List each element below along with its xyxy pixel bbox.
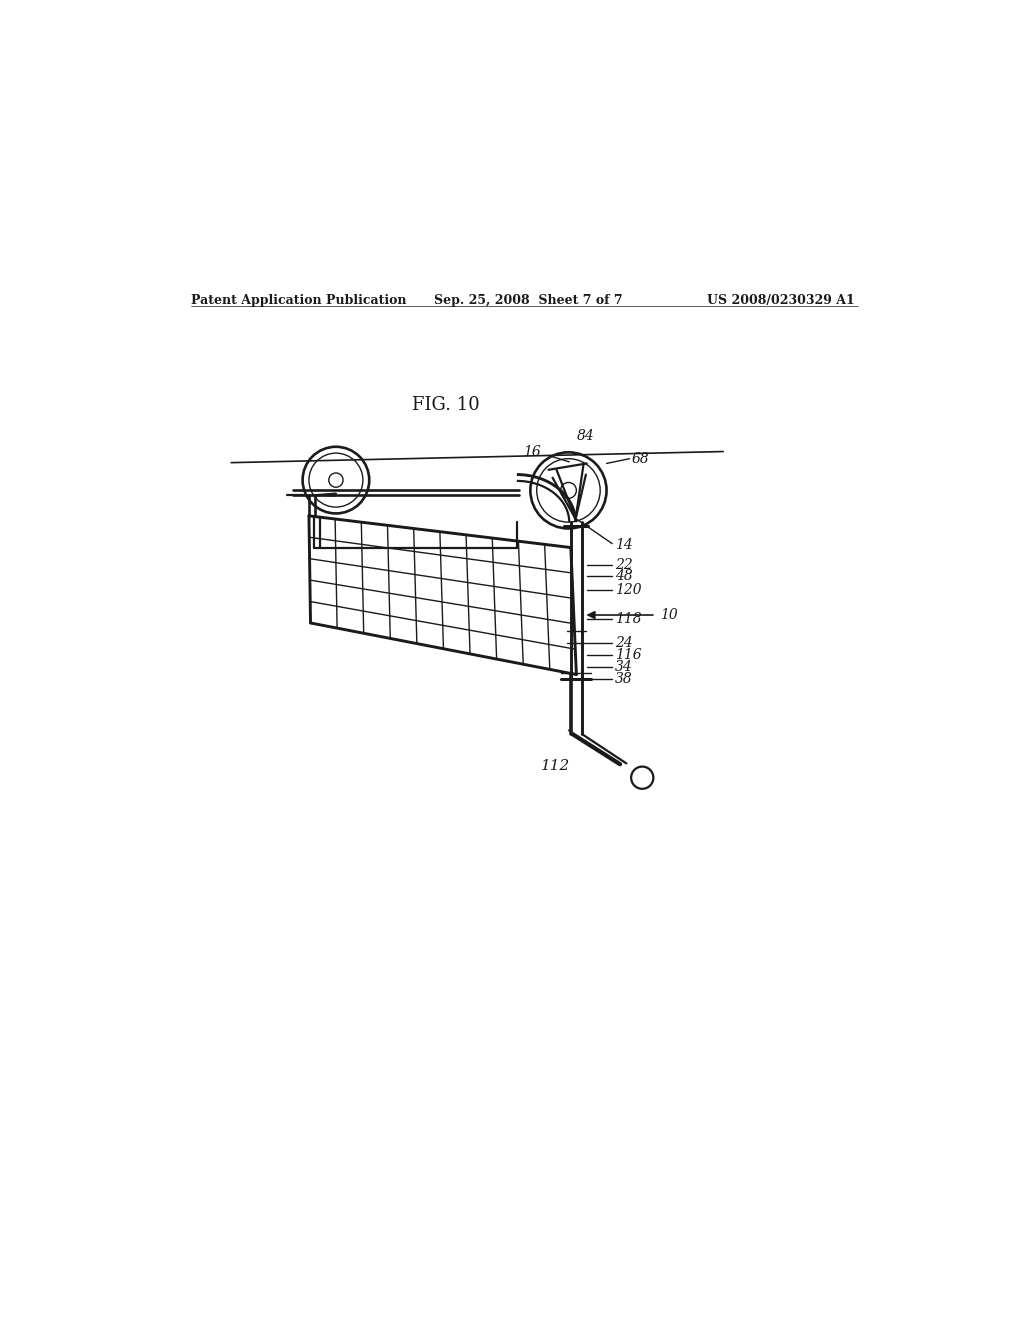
- Text: 34: 34: [615, 660, 633, 673]
- Text: Patent Application Publication: Patent Application Publication: [191, 294, 407, 308]
- Text: 84: 84: [577, 429, 594, 444]
- Text: 48: 48: [615, 569, 633, 583]
- Text: 22: 22: [615, 558, 633, 572]
- Text: 112: 112: [541, 759, 570, 772]
- Text: 68: 68: [632, 451, 649, 466]
- Circle shape: [560, 483, 577, 499]
- Text: 116: 116: [615, 648, 642, 661]
- Text: US 2008/0230329 A1: US 2008/0230329 A1: [708, 294, 855, 308]
- Text: Sep. 25, 2008  Sheet 7 of 7: Sep. 25, 2008 Sheet 7 of 7: [433, 294, 623, 308]
- Text: FIG. 10: FIG. 10: [412, 396, 479, 413]
- Text: 118: 118: [615, 612, 642, 626]
- Text: 120: 120: [615, 583, 642, 598]
- Text: 14: 14: [615, 539, 633, 552]
- Circle shape: [631, 767, 653, 789]
- Text: 16: 16: [523, 445, 541, 459]
- Circle shape: [329, 473, 343, 487]
- Text: 38: 38: [615, 672, 633, 685]
- Text: 24: 24: [615, 636, 633, 649]
- Text: 10: 10: [659, 609, 678, 622]
